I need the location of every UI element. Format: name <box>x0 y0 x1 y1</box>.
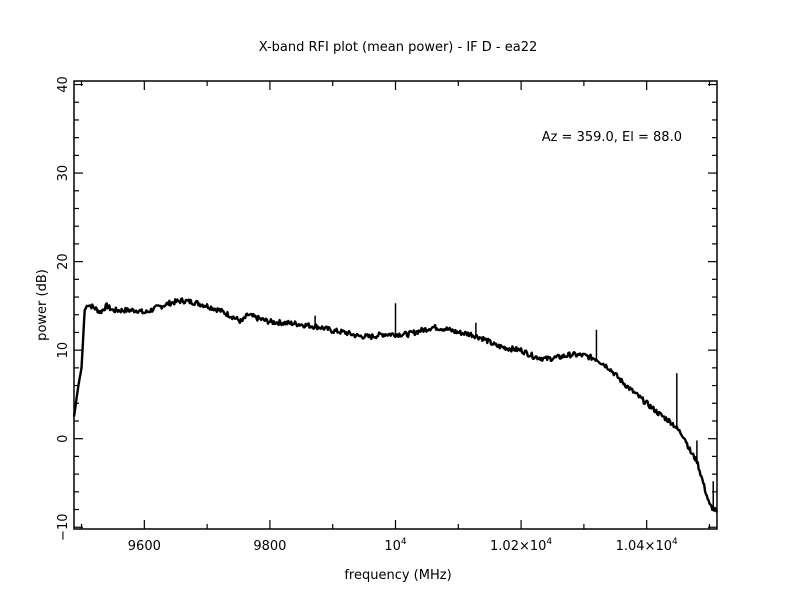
x-tick-label: 9800 <box>253 539 286 554</box>
y-tick-label: −10 <box>56 514 71 541</box>
az-el-annotation: Az = 359.0, El = 88.0 <box>542 130 682 145</box>
y-tick-label: 10 <box>56 342 71 359</box>
x-tick-label: 104 <box>384 537 407 554</box>
series-line <box>72 297 719 513</box>
x-tick-label: 1.04×104 <box>616 537 678 554</box>
y-tick-label: 0 <box>56 435 71 443</box>
x-tick-label: 1.02×104 <box>490 537 552 554</box>
plot-frame <box>73 80 718 530</box>
x-axis-label: frequency (MHz) <box>344 568 451 583</box>
axis-ticks: 9600 9800 104 1.02×104 1.04×104 −10 0 10 20 30 40 <box>56 76 717 554</box>
y-axis-label: power (dB) <box>35 269 50 341</box>
data-marks <box>72 297 719 513</box>
y-tick-label: 30 <box>56 165 71 182</box>
chart-title: X-band RFI plot (mean power) - IF D - ea… <box>259 40 538 55</box>
y-tick-label: 40 <box>56 76 71 93</box>
x-tick-label: 9600 <box>128 539 161 554</box>
y-tick-label: 20 <box>56 253 71 270</box>
